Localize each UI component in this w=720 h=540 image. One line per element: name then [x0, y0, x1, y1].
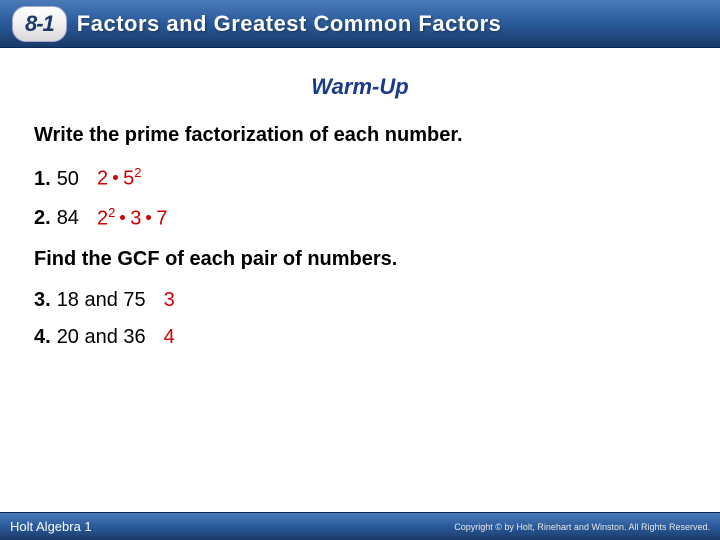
- dot-icon: [146, 215, 151, 220]
- footer-book-title: Holt Algebra 1: [10, 519, 92, 534]
- answer-base: 7: [156, 207, 167, 229]
- problem-2: 2. 84 2237: [34, 205, 686, 231]
- dot-icon: [120, 215, 125, 220]
- answer-base: 3: [130, 207, 141, 229]
- dot-icon: [113, 175, 118, 180]
- problem-text: 50: [57, 168, 79, 191]
- problem-number: 4.: [34, 326, 51, 349]
- answer-exp: 2: [108, 205, 115, 220]
- problem-text: 20 and 36: [57, 326, 146, 349]
- problem-number: 1.: [34, 168, 51, 191]
- footer-copyright: Copyright © by Holt, Rinehart and Winsto…: [454, 522, 710, 532]
- problem-text: 18 and 75: [57, 289, 146, 312]
- content-area: Write the prime factorization of each nu…: [0, 100, 720, 349]
- problem-answer: 4: [164, 326, 175, 349]
- problem-text: 84: [57, 207, 79, 230]
- section-number-badge: 8-1: [12, 6, 67, 42]
- answer-base: 5: [123, 168, 134, 190]
- problem-3: 3. 18 and 75 3: [34, 289, 686, 312]
- problem-answer: 3: [164, 289, 175, 312]
- problem-answer: 2237: [97, 205, 168, 231]
- problem-4: 4. 20 and 36 4: [34, 326, 686, 349]
- answer-base: 2: [97, 207, 108, 229]
- footer-bar: Holt Algebra 1 Copyright © by Holt, Rine…: [0, 512, 720, 540]
- warmup-heading: Warm-Up: [0, 74, 720, 100]
- problem-answer: 252: [97, 165, 141, 191]
- instruction-1: Write the prime factorization of each nu…: [34, 124, 686, 147]
- answer-base: 2: [97, 168, 108, 190]
- instruction-2: Find the GCF of each pair of numbers.: [34, 248, 686, 271]
- answer-exp: 2: [134, 165, 141, 180]
- page-title: Factors and Greatest Common Factors: [77, 11, 502, 37]
- problem-1: 1. 50 252: [34, 165, 686, 191]
- problem-number: 3.: [34, 289, 51, 312]
- problem-number: 2.: [34, 207, 51, 230]
- header-bar: 8-1 Factors and Greatest Common Factors: [0, 0, 720, 48]
